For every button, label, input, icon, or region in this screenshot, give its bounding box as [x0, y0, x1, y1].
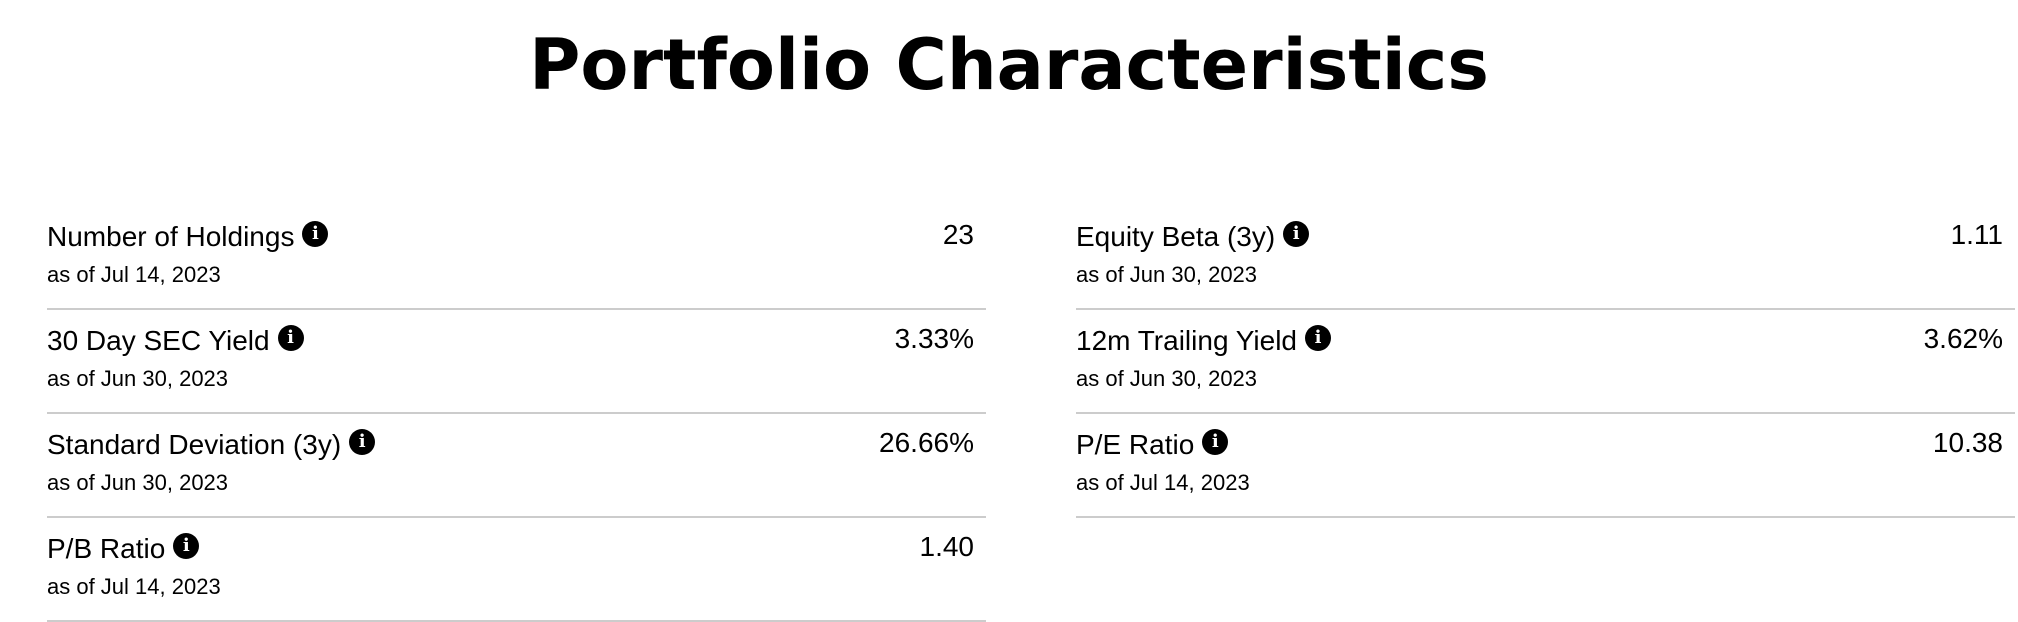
- metric-row-pe-ratio: P/E Ratio i as of Jul 14, 2023 10.38: [1076, 414, 2015, 518]
- info-icon[interactable]: i: [173, 533, 200, 559]
- info-icon[interactable]: i: [1202, 429, 1229, 455]
- metric-as-of-date: as of Jul 14, 2023: [1076, 470, 1250, 495]
- metric-row-equity-beta: Equity Beta (3y) i as of Jun 30, 2023 1.…: [1076, 206, 2015, 310]
- info-icon[interactable]: i: [1283, 221, 1310, 247]
- metric-row-standard-deviation: Standard Deviation (3y) i as of Jun 30, …: [47, 414, 986, 518]
- metric-label-line: Standard Deviation (3y) i: [47, 428, 376, 462]
- metric-row-number-of-holdings: Number of Holdings i as of Jul 14, 2023 …: [47, 206, 986, 310]
- metric-value: 1.40: [919, 531, 975, 562]
- metric-as-of-date: as of Jul 14, 2023: [47, 262, 221, 287]
- info-icon[interactable]: i: [349, 429, 376, 455]
- metric-as-of-date: as of Jun 30, 2023: [47, 366, 229, 391]
- metric-value: 3.62%: [1923, 323, 2003, 354]
- metric-label-line: Number of Holdings i: [47, 220, 329, 254]
- metric-label-line: P/B Ratio i: [47, 532, 200, 566]
- info-icon[interactable]: i: [1305, 325, 1332, 351]
- metric-row-30-day-sec-yield: 30 Day SEC Yield i as of Jun 30, 2023 3.…: [47, 310, 986, 414]
- page-title: Portfolio Characteristics: [529, 24, 1489, 106]
- metric-label-line: Equity Beta (3y) i: [1076, 220, 1310, 254]
- metric-row-pb-ratio: P/B Ratio i as of Jul 14, 2023 1.40: [47, 518, 986, 622]
- metric-label-line: P/E Ratio i: [1076, 428, 1229, 462]
- metric-label: Equity Beta (3y): [1076, 221, 1276, 252]
- metric-value: 3.33%: [894, 323, 974, 354]
- metric-value: 1.11: [1950, 219, 2003, 250]
- metric-label: P/B Ratio: [47, 533, 166, 564]
- metric-value: 26.66%: [879, 427, 974, 458]
- metric-as-of-date: as of Jun 30, 2023: [47, 470, 229, 495]
- metric-row-12m-trailing-yield: 12m Trailing Yield i as of Jun 30, 2023 …: [1076, 310, 2015, 414]
- metric-label: Number of Holdings: [47, 221, 295, 252]
- metric-label-line: 30 Day SEC Yield i: [47, 324, 304, 358]
- metric-label: 12m Trailing Yield: [1076, 325, 1298, 356]
- info-icon[interactable]: i: [277, 325, 304, 351]
- metric-label: P/E Ratio: [1076, 429, 1195, 460]
- metric-label-line: 12m Trailing Yield i: [1076, 324, 1332, 358]
- characteristics-column-left: Number of Holdings i as of Jul 14, 2023 …: [47, 206, 986, 622]
- metric-as-of-date: as of Jun 30, 2023: [1076, 262, 1258, 287]
- metric-as-of-date: as of Jul 14, 2023: [47, 574, 221, 599]
- characteristics-column-right: Equity Beta (3y) i as of Jun 30, 2023 1.…: [1076, 206, 2015, 518]
- metric-label: Standard Deviation (3y): [47, 429, 342, 460]
- metric-as-of-date: as of Jun 30, 2023: [1076, 366, 1258, 391]
- metric-value: 23: [942, 219, 974, 250]
- info-icon[interactable]: i: [302, 221, 329, 247]
- metric-value: 10.38: [1932, 427, 2003, 458]
- metric-label: 30 Day SEC Yield: [47, 325, 270, 356]
